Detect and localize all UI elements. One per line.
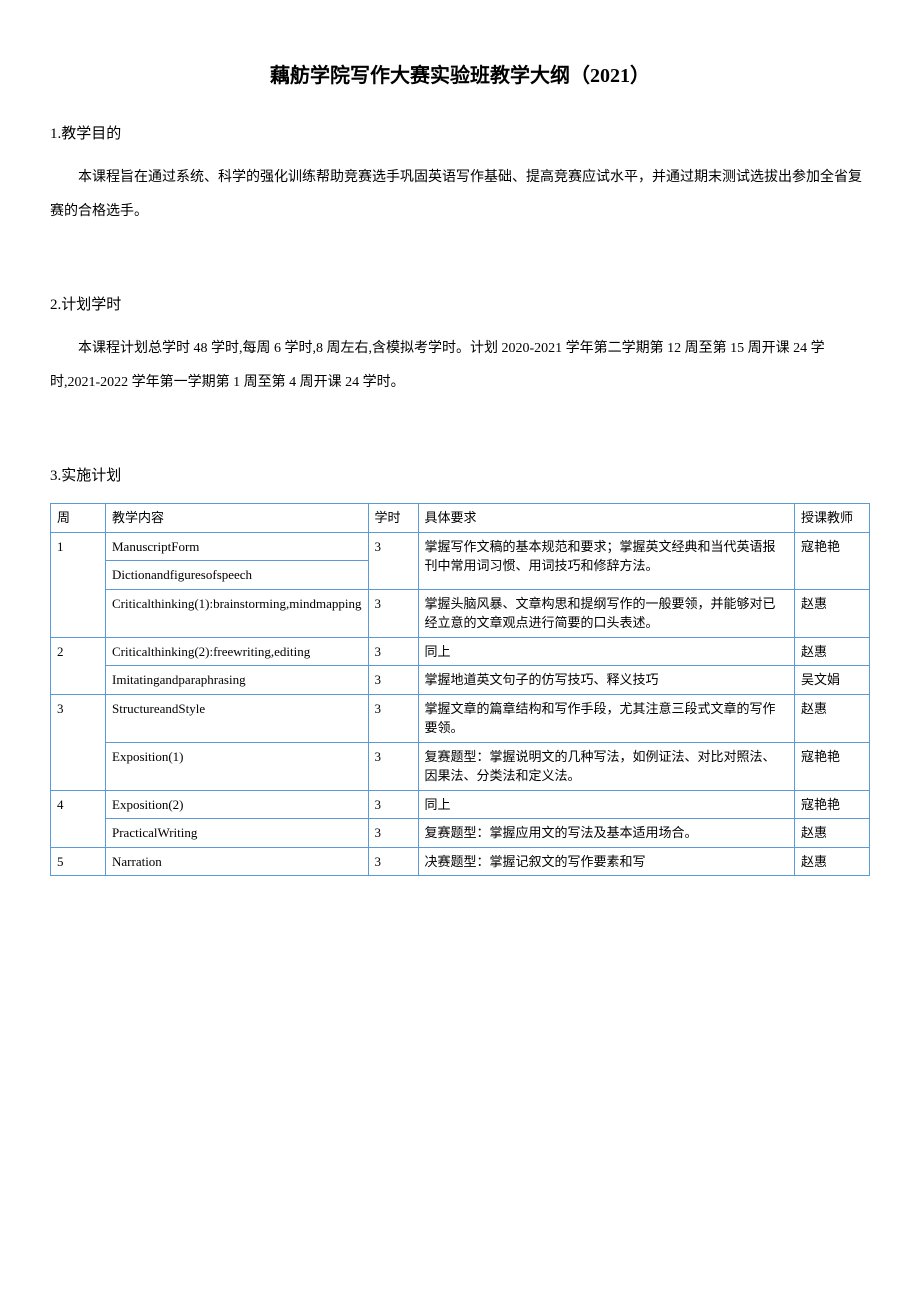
paragraph-purpose: 本课程旨在通过系统、科学的强化训练帮助竞赛选手巩固英语写作基础、提高竞赛应试水平…	[50, 161, 870, 228]
cell-week: 2	[51, 637, 106, 694]
header-week: 周	[51, 504, 106, 533]
cell-hours: 3	[368, 819, 418, 848]
table-row: Exposition(1) 3 复赛题型：掌握说明文的几种写法，如例证法、对比对…	[51, 742, 870, 790]
cell-requirements: 掌握文章的篇章结构和写作手段，尤其注意三段式文章的写作要领。	[418, 694, 795, 742]
cell-hours: 3	[368, 666, 418, 695]
table-row: Imitatingandparaphrasing 3 掌握地道英文句子的仿写技巧…	[51, 666, 870, 695]
document-title: 藕舫学院写作大赛实验班教学大纲（2021）	[50, 60, 870, 92]
table-row: PracticalWriting 3 复赛题型：掌握应用文的写法及基本适用场合。…	[51, 819, 870, 848]
cell-teacher: 赵惠	[795, 589, 870, 637]
cell-hours: 3	[368, 532, 418, 589]
cell-week: 3	[51, 694, 106, 790]
table-row: 1 ManuscriptForm 3 掌握写作文稿的基本规范和要求；掌握英文经典…	[51, 532, 870, 561]
section-heading-plan: 3.实施计划	[50, 464, 870, 488]
cell-content: Criticalthinking(2):freewriting,editing	[106, 637, 369, 666]
cell-teacher: 赵惠	[795, 819, 870, 848]
cell-teacher: 寇艳艳	[795, 790, 870, 819]
paragraph-hours: 本课程计划总学时 48 学时,每周 6 学时,8 周左右,含模拟考学时。计划 2…	[50, 332, 870, 399]
cell-hours: 3	[368, 694, 418, 742]
cell-teacher: 赵惠	[795, 637, 870, 666]
cell-content: PracticalWriting	[106, 819, 369, 848]
cell-content: Exposition(1)	[106, 742, 369, 790]
cell-requirements: 复赛题型：掌握说明文的几种写法，如例证法、对比对照法、因果法、分类法和定义法。	[418, 742, 795, 790]
syllabus-table: 周 教学内容 学时 具体要求 授课教师 1 ManuscriptForm 3 掌…	[50, 503, 870, 876]
cell-requirements: 同上	[418, 637, 795, 666]
header-content: 教学内容	[106, 504, 369, 533]
table-row: 3 StructureandStyle 3 掌握文章的篇章结构和写作手段，尤其注…	[51, 694, 870, 742]
section-heading-hours: 2.计划学时	[50, 293, 870, 317]
cell-requirements: 掌握写作文稿的基本规范和要求；掌握英文经典和当代英语报刊中常用词习惯、用词技巧和…	[418, 532, 795, 589]
cell-content: Exposition(2)	[106, 790, 369, 819]
cell-hours: 3	[368, 847, 418, 876]
cell-requirements: 掌握头脑风暴、文章构思和提纲写作的一般要领，并能够对已经立意的文章观点进行简要的…	[418, 589, 795, 637]
cell-hours: 3	[368, 742, 418, 790]
cell-requirements: 同上	[418, 790, 795, 819]
cell-content: Criticalthinking(1):brainstorming,mindma…	[106, 589, 369, 637]
cell-teacher: 寇艳艳	[795, 532, 870, 589]
cell-content: Narration	[106, 847, 369, 876]
cell-teacher: 寇艳艳	[795, 742, 870, 790]
cell-content: StructureandStyle	[106, 694, 369, 742]
cell-week: 1	[51, 532, 106, 637]
table-row: 2 Criticalthinking(2):freewriting,editin…	[51, 637, 870, 666]
table-row: 4 Exposition(2) 3 同上 寇艳艳	[51, 790, 870, 819]
cell-teacher: 赵惠	[795, 694, 870, 742]
section-heading-purpose: 1.教学目的	[50, 122, 870, 146]
cell-teacher: 赵惠	[795, 847, 870, 876]
cell-content: Imitatingandparaphrasing	[106, 666, 369, 695]
header-requirements: 具体要求	[418, 504, 795, 533]
header-teacher: 授课教师	[795, 504, 870, 533]
cell-content: ManuscriptForm	[106, 532, 369, 561]
cell-requirements: 复赛题型：掌握应用文的写法及基本适用场合。	[418, 819, 795, 848]
cell-week: 5	[51, 847, 106, 876]
header-hours: 学时	[368, 504, 418, 533]
cell-hours: 3	[368, 790, 418, 819]
cell-requirements: 决赛题型：掌握记叙文的写作要素和写	[418, 847, 795, 876]
cell-content: Dictionandfiguresofspeech	[106, 561, 369, 590]
cell-hours: 3	[368, 589, 418, 637]
cell-requirements: 掌握地道英文句子的仿写技巧、释义技巧	[418, 666, 795, 695]
table-header-row: 周 教学内容 学时 具体要求 授课教师	[51, 504, 870, 533]
table-row: Criticalthinking(1):brainstorming,mindma…	[51, 589, 870, 637]
cell-teacher: 吴文娟	[795, 666, 870, 695]
cell-hours: 3	[368, 637, 418, 666]
table-row: 5 Narration 3 决赛题型：掌握记叙文的写作要素和写 赵惠	[51, 847, 870, 876]
cell-week: 4	[51, 790, 106, 847]
